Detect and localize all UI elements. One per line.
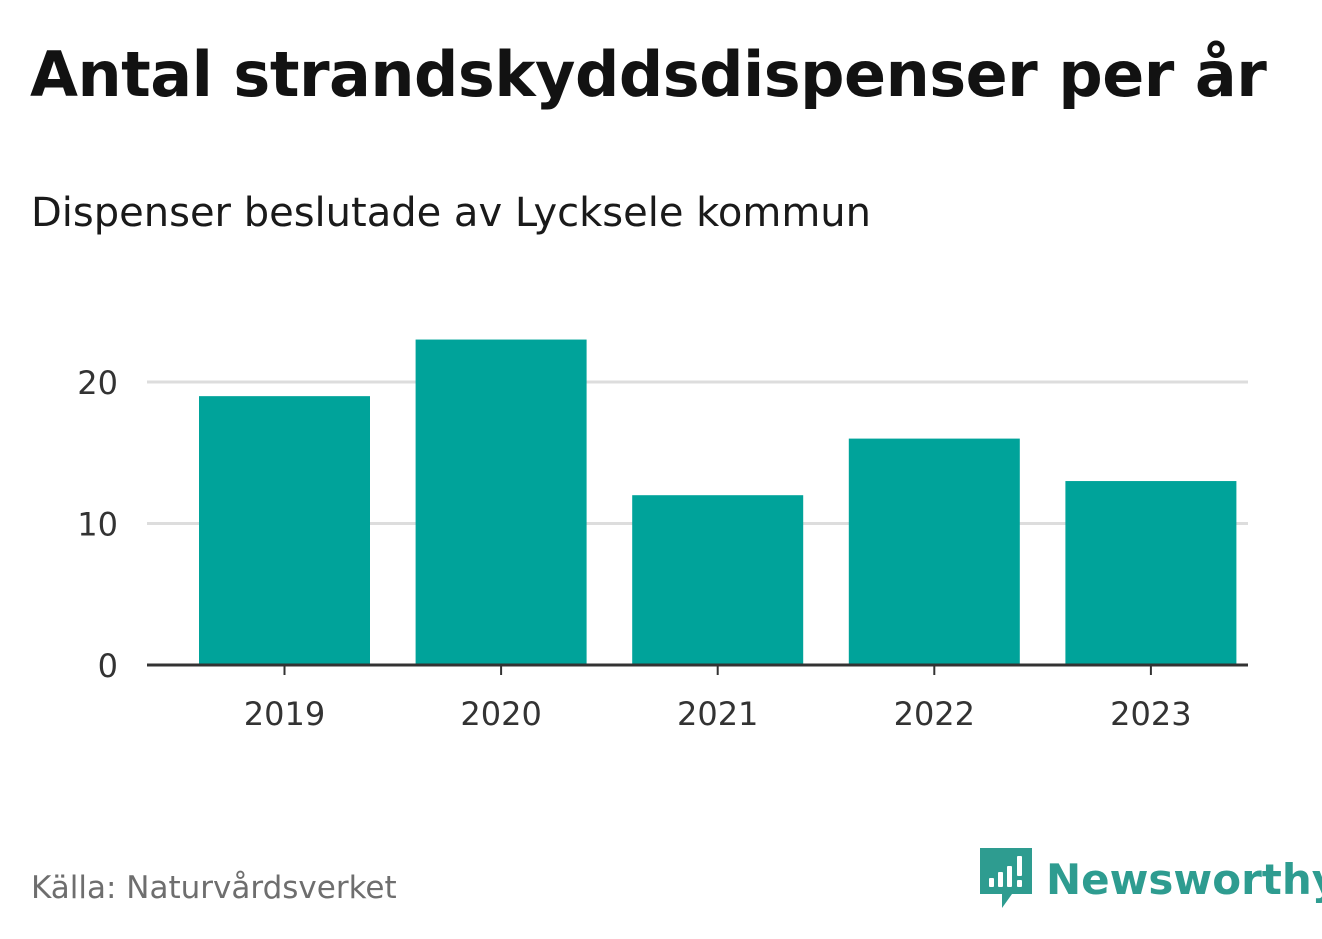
bar-2023 (1065, 481, 1237, 665)
bar-2020 (415, 339, 587, 665)
bars (199, 339, 1237, 665)
x-tick-label: 2019 (244, 695, 325, 733)
newsworthy-logo-icon (980, 848, 1032, 908)
chart-subtitle: Dispenser beslutade av Lycksele kommun (31, 190, 871, 236)
x-tick-label: 2023 (1110, 695, 1191, 733)
bar-2021 (632, 495, 804, 665)
y-tick-label: 0 (98, 647, 118, 685)
x-tick-label: 2022 (894, 695, 975, 733)
y-tick-label: 10 (77, 506, 118, 544)
source-note: Källa: Naturvårdsverket (31, 870, 397, 906)
brand-name: Newsworthy (1046, 854, 1322, 904)
bar-2019 (199, 396, 370, 665)
axes: 0 10 20 2019 2020 2021 2022 2023 (77, 364, 1248, 733)
y-tick-label: 20 (77, 364, 118, 402)
bar-2022 (848, 438, 1020, 665)
chart-title: Antal strandskyddsdispenser per år (30, 38, 1267, 111)
x-tick-label: 2021 (677, 695, 758, 733)
x-tick-label: 2020 (460, 695, 541, 733)
brand-logo: Newsworthy (980, 848, 1322, 910)
